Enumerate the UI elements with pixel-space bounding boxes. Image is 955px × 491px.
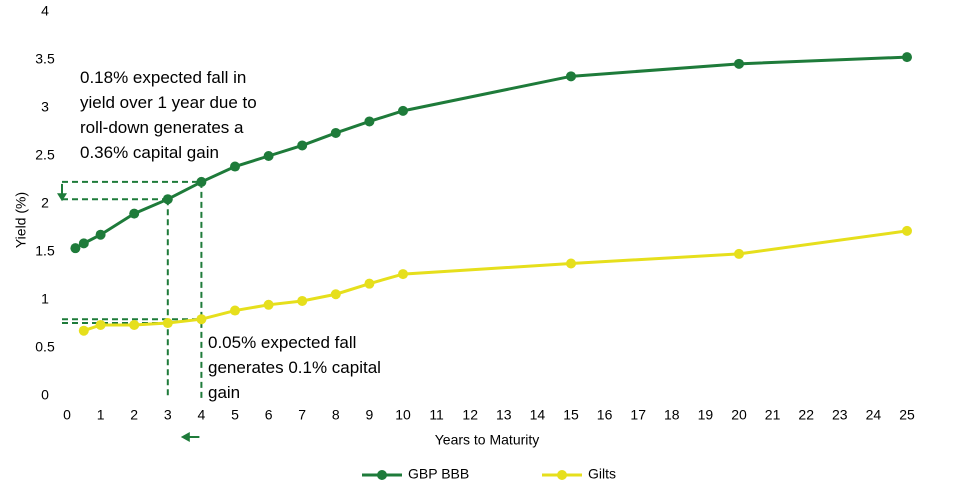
data-point — [230, 305, 240, 316]
y-tick-label: 0 — [41, 387, 49, 403]
x-tick-label: 4 — [198, 407, 206, 423]
annotation: 0.36% capital gain — [80, 143, 219, 162]
annotation: roll-down generates a — [80, 118, 244, 137]
data-point — [196, 176, 207, 187]
x-tick-label: 1 — [97, 407, 105, 423]
data-point — [78, 238, 89, 249]
data-point — [566, 258, 576, 269]
x-tick-label: 21 — [765, 407, 781, 423]
annotation: 0.05% expected fall — [208, 333, 356, 352]
x-tick-label: 10 — [395, 407, 411, 423]
x-tick-label: 8 — [332, 407, 340, 423]
y-tick-label: 2 — [41, 195, 49, 211]
annotation: gain — [208, 383, 240, 402]
x-tick-label: 14 — [530, 407, 546, 423]
data-point — [734, 248, 744, 259]
legend-label: GBP BBB — [408, 466, 469, 482]
annotation: yield over 1 year due to — [80, 93, 257, 112]
data-point — [398, 105, 408, 116]
x-tick-label: 13 — [496, 407, 512, 423]
x-tick-label: 25 — [899, 407, 915, 423]
y-tick-label: 0.5 — [35, 339, 55, 355]
annotation: generates 0.1% capital — [208, 358, 381, 377]
data-point — [364, 116, 375, 127]
arrow-head — [180, 432, 190, 442]
x-tick-label: 5 — [231, 407, 239, 423]
x-tick-label: 3 — [164, 407, 172, 423]
data-point — [70, 243, 81, 254]
data-point — [902, 225, 912, 236]
x-tick-label: 15 — [563, 407, 579, 423]
legend-label: Gilts — [588, 466, 616, 482]
x-tick-label: 2 — [130, 407, 138, 423]
data-point — [230, 161, 240, 172]
data-point — [196, 314, 207, 325]
x-tick-label: 11 — [429, 407, 444, 423]
data-point — [734, 58, 744, 69]
x-tick-label: 9 — [366, 407, 374, 423]
data-point — [95, 229, 106, 240]
x-tick-label: 18 — [664, 407, 680, 423]
data-point — [129, 319, 140, 330]
y-axis-label: Yield (%) — [13, 192, 29, 248]
data-point — [364, 278, 375, 289]
y-tick-label: 2.5 — [35, 147, 55, 163]
x-tick-label: 24 — [866, 407, 882, 423]
x-tick-label: 6 — [265, 407, 273, 423]
data-point — [297, 140, 308, 151]
data-point — [162, 194, 173, 205]
data-point — [162, 318, 173, 329]
x-tick-label: 16 — [597, 407, 613, 423]
x-tick-label: 23 — [832, 407, 848, 423]
data-point — [330, 127, 341, 138]
legend-marker — [557, 470, 567, 480]
x-tick-label: 20 — [731, 407, 747, 423]
x-tick-label: 19 — [698, 407, 714, 423]
x-tick-label: 12 — [462, 407, 478, 423]
legend-marker — [377, 470, 387, 480]
x-axis-label: Years to Maturity — [435, 432, 540, 448]
y-tick-label: 4 — [41, 3, 49, 19]
data-point — [263, 151, 274, 161]
data-point — [297, 295, 308, 306]
x-tick-label: 17 — [630, 407, 646, 423]
data-point — [78, 325, 89, 336]
arrow-head — [57, 193, 67, 202]
data-point — [129, 208, 140, 219]
y-tick-label: 1.5 — [35, 243, 55, 259]
data-point — [330, 289, 341, 300]
y-tick-label: 3 — [41, 99, 49, 115]
x-tick-label: 0 — [63, 407, 71, 423]
series-line — [83, 229, 908, 333]
data-point — [95, 319, 106, 330]
y-tick-label: 1 — [41, 291, 49, 307]
y-tick-label: 3.5 — [35, 51, 55, 67]
data-point — [902, 52, 912, 63]
x-tick-label: 7 — [298, 407, 306, 423]
data-point — [398, 269, 408, 280]
x-tick-label: 22 — [798, 407, 814, 423]
data-point — [263, 299, 274, 310]
data-point — [566, 71, 576, 82]
annotation: 0.18% expected fall in — [80, 68, 246, 87]
